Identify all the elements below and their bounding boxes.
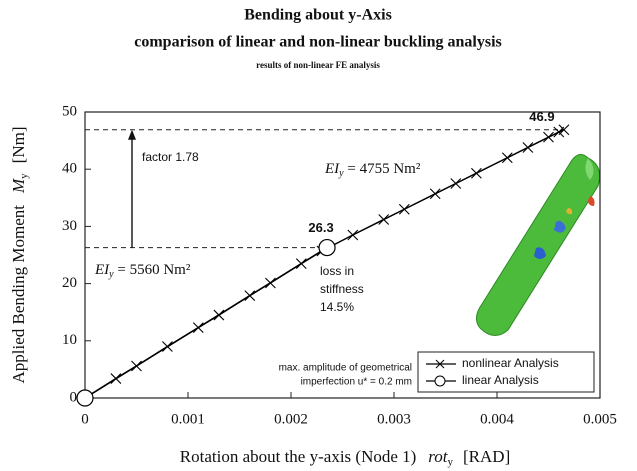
stiffness-loss: 14.5%	[320, 300, 354, 314]
stiffness-loss: loss in	[320, 264, 354, 278]
legend-label: nonlinear Analysis	[462, 356, 559, 370]
circle-marker	[319, 240, 335, 256]
stiffness-part: EI	[94, 262, 110, 278]
arrow-head	[128, 130, 136, 140]
chart-title: Bending about y-Axis	[244, 7, 392, 24]
x-marker	[348, 230, 358, 240]
legend-marker	[435, 376, 445, 386]
x-marker	[379, 215, 389, 225]
y-tick-label: 10	[62, 332, 77, 348]
legend-label: linear Analysis	[462, 373, 539, 387]
x-marker	[502, 153, 512, 163]
stiffness-part: = 4755 Nm²	[344, 161, 421, 177]
stiffness-label: EIy = 4755 Nm²	[324, 161, 421, 179]
x-marker	[399, 204, 409, 214]
x-tick-label: 0.004	[480, 411, 514, 427]
y-axis-label-part: Applied Bending Moment	[9, 205, 28, 384]
factor-label: factor 1.78	[142, 150, 199, 164]
level-label: 26.3	[308, 220, 333, 235]
y-axis-label: Applied Bending Moment My [Nm]	[9, 127, 30, 384]
y-axis-label-part: M	[9, 178, 28, 194]
x-tick-label: 0.001	[171, 411, 205, 427]
chart-note: results of non-linear FE analysis	[256, 60, 380, 70]
circle-marker	[77, 390, 93, 406]
x-axis-label-part: rot	[428, 447, 448, 466]
stiffness-label: EIy = 5560 Nm²	[94, 262, 191, 280]
stiffness-loss: stiffness	[320, 282, 364, 296]
x-tick-label: 0.005	[583, 411, 617, 427]
fe-model-image	[476, 154, 599, 335]
y-tick-label: 50	[62, 103, 77, 119]
x-marker	[471, 168, 481, 178]
x-axis-label-part: Rotation about the y-axis (Node 1)	[180, 447, 417, 466]
chart-subtitle: comparison of linear and non-linear buck…	[134, 34, 501, 51]
x-tick-label: 0	[81, 411, 89, 427]
x-marker	[544, 132, 554, 142]
imperfection-note: max. amplitude of geometrical	[279, 363, 412, 374]
x-marker	[523, 142, 533, 152]
stiffness-part: EI	[324, 161, 340, 177]
x-axis-label-part: y	[448, 456, 454, 468]
x-axis-label-part: [RAD]	[463, 447, 510, 466]
chart: Bending about y-Axis comparison of linea…	[0, 0, 637, 471]
stiffness-part: = 5560 Nm²	[114, 262, 191, 278]
y-tick-label: 0	[70, 389, 78, 405]
y-tick-label: 40	[62, 161, 77, 177]
x-marker	[430, 189, 440, 199]
x-marker	[451, 179, 461, 189]
imperfection-note: imperfection u* = 0.2 mm	[301, 377, 412, 388]
x-tick-label: 0.003	[377, 411, 411, 427]
y-tick-label: 20	[62, 275, 77, 291]
level-label: 46.9	[529, 109, 554, 124]
y-axis-label-part: [Nm]	[9, 127, 28, 164]
x-axis-label: Rotation about the y-axis (Node 1) roty [R…	[180, 447, 510, 468]
y-tick-label: 30	[62, 218, 77, 234]
x-tick-label: 0.002	[274, 411, 308, 427]
y-axis-label-part: y	[18, 173, 30, 179]
